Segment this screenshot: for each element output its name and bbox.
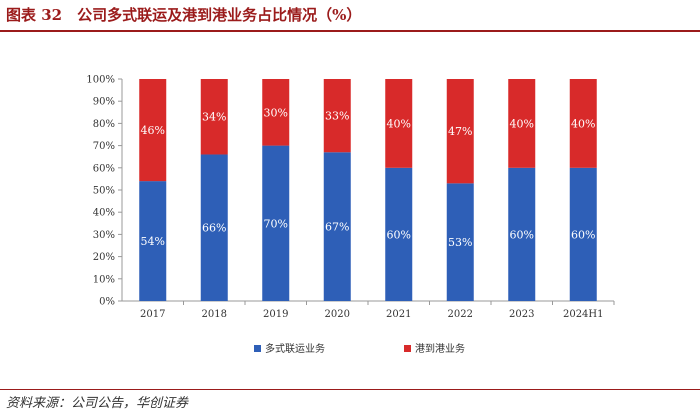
x-tick-label: 2023 (509, 309, 534, 320)
y-tick-label: 10% (93, 274, 115, 285)
bar-multimodal (139, 181, 167, 301)
data-label: 30% (264, 106, 288, 119)
legend-swatch (254, 345, 261, 352)
x-tick-label: 2018 (202, 309, 227, 320)
x-tick-label: 2020 (325, 309, 350, 320)
bar-port-to-port (508, 79, 536, 168)
y-tick-label: 50% (93, 186, 115, 197)
bar-port-to-port (200, 79, 228, 155)
bar-port-to-port (385, 79, 413, 168)
data-label: 40% (387, 117, 411, 130)
bar-multimodal (569, 167, 597, 301)
y-tick-label: 40% (93, 208, 115, 219)
bar-port-to-port (569, 79, 597, 168)
data-label: 47% (448, 125, 472, 138)
data-label: 46% (141, 124, 165, 137)
bar-multimodal (262, 145, 290, 301)
data-label: 40% (571, 117, 595, 130)
x-tick-label: 2019 (263, 309, 288, 320)
bar-multimodal (508, 167, 536, 301)
y-tick-label: 0% (99, 297, 115, 308)
bar-multimodal (385, 167, 413, 301)
x-tick-label: 2022 (448, 309, 473, 320)
bar-multimodal (200, 154, 228, 301)
data-label: 70% (264, 217, 288, 230)
bar-port-to-port (262, 79, 290, 146)
data-label: 54% (141, 235, 165, 248)
y-tick-label: 70% (93, 141, 115, 152)
figure-title: 图表 32 公司多式联运及港到港业务占比情况（%） (6, 6, 362, 24)
source-divider (0, 389, 700, 390)
data-label: 60% (571, 228, 595, 241)
bar-port-to-port (446, 79, 474, 184)
stacked-bar-chart: 0% 10% 20% 30% 40% 50% 60% 70% 80% 90% 100% 54% 46% 2… (86, 75, 615, 355)
y-tick-label: 90% (93, 97, 115, 108)
data-label: 53% (448, 236, 472, 249)
y-tick-label: 80% (93, 119, 115, 130)
x-tick-label: 2017 (140, 309, 165, 320)
legend-swatch (404, 345, 411, 352)
data-label: 66% (202, 222, 226, 235)
y-tick-label: 60% (93, 163, 115, 174)
data-label: 67% (325, 221, 349, 234)
y-tick-label: 30% (93, 230, 115, 241)
data-label: 60% (510, 228, 534, 241)
data-label: 60% (387, 228, 411, 241)
x-tick-label: 2024H1 (563, 309, 604, 320)
legend-label: 多式联运业务 (265, 342, 325, 355)
bar-port-to-port (323, 79, 351, 153)
source-note: 资料来源：公司公告，华创证券 (6, 396, 189, 411)
legend-label: 港到港业务 (415, 342, 465, 355)
y-tick-label: 100% (86, 75, 115, 86)
bar-port-to-port (139, 79, 167, 182)
data-label: 34% (202, 111, 226, 124)
x-tick-label: 2021 (386, 309, 411, 320)
data-label: 33% (325, 110, 349, 123)
bar-multimodal (446, 183, 474, 301)
bar-multimodal (323, 152, 351, 301)
y-tick-label: 20% (93, 252, 115, 263)
data-label: 40% (510, 117, 534, 130)
title-divider (0, 30, 700, 32)
